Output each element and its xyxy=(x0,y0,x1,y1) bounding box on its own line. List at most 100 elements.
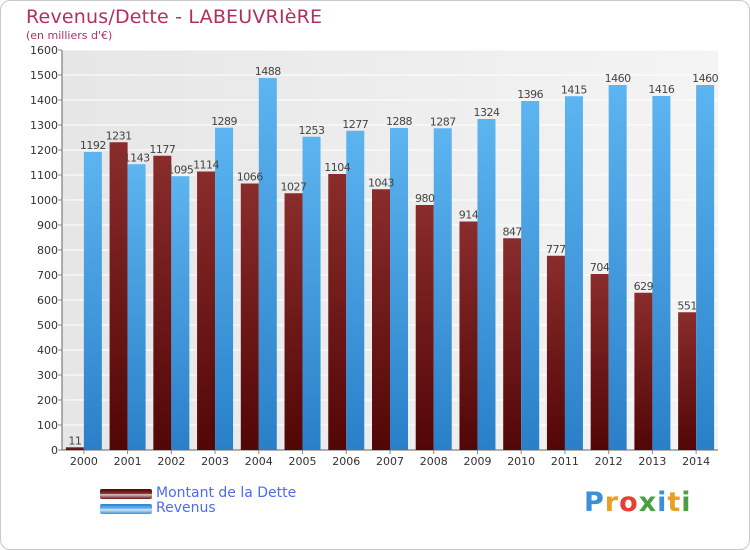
y-tick-label: 1300 xyxy=(30,119,58,132)
debt-value-label: 1231 xyxy=(106,129,132,142)
revenue-bar xyxy=(215,127,234,450)
y-tick-label: 1400 xyxy=(30,94,58,107)
y-tick-label: 800 xyxy=(37,244,58,257)
debt-bar xyxy=(240,183,259,450)
debt-value-label: 847 xyxy=(502,225,522,238)
revenue-value-label: 1324 xyxy=(473,106,499,119)
debt-bar xyxy=(415,205,434,450)
x-tick-label: 2008 xyxy=(420,455,448,468)
legend-swatch-dette xyxy=(100,489,152,499)
x-tick-label: 2014 xyxy=(682,455,710,468)
revenue-bar xyxy=(302,136,321,450)
debt-bar xyxy=(459,221,478,450)
debt-bar xyxy=(65,447,84,450)
y-tick-label: 600 xyxy=(37,294,58,307)
debt-value-label: 980 xyxy=(415,192,435,205)
revenue-bar xyxy=(258,78,277,450)
revenue-bar xyxy=(521,101,540,450)
legend-item-revenus: Revenus xyxy=(100,500,420,517)
y-tick-label: 1500 xyxy=(30,69,58,82)
logo-letter: o xyxy=(619,487,639,518)
y-tick-label: 1200 xyxy=(30,144,58,157)
legend-item-dette: Montant de la Dette xyxy=(100,485,420,502)
revenue-bar xyxy=(564,96,583,450)
y-tick-label: 1600 xyxy=(30,44,58,57)
revenue-value-label: 1488 xyxy=(255,65,281,78)
debt-bar xyxy=(503,238,522,450)
y-tick-label: 500 xyxy=(37,319,58,332)
y-tick-label: 1100 xyxy=(30,169,58,182)
revenue-bar xyxy=(433,128,452,450)
debt-bar xyxy=(678,312,697,450)
revenue-bar xyxy=(652,96,671,450)
debt-value-label: 1043 xyxy=(368,176,394,189)
logo-letter: x xyxy=(638,487,658,518)
debt-bar xyxy=(634,292,653,450)
x-tick-label: 2011 xyxy=(551,455,579,468)
legend-swatch-revenus xyxy=(100,504,152,514)
x-tick-label: 2003 xyxy=(201,455,229,468)
legend-label-dette: Montant de la Dette xyxy=(156,485,297,501)
debt-bar xyxy=(109,142,128,450)
debt-value-label: 777 xyxy=(546,243,566,256)
x-tick-label: 2009 xyxy=(463,455,491,468)
revenue-bar xyxy=(390,128,408,450)
x-tick-label: 2001 xyxy=(114,455,142,468)
revenue-value-label: 1192 xyxy=(80,139,106,152)
x-tick-label: 2010 xyxy=(507,455,535,468)
revenue-value-label: 1095 xyxy=(167,163,193,176)
debt-value-label: 629 xyxy=(634,280,654,293)
x-tick-label: 2007 xyxy=(376,455,404,468)
debt-value-label: 1066 xyxy=(237,171,263,184)
debt-value-label: 551 xyxy=(677,299,697,312)
revenue-bar xyxy=(127,164,146,450)
debt-bar xyxy=(328,174,347,450)
revenue-bar xyxy=(346,130,365,450)
debt-value-label: 1114 xyxy=(193,159,219,172)
logo-letter: r xyxy=(604,487,620,518)
debt-value-label: 11 xyxy=(68,434,81,447)
x-tick-label: 2012 xyxy=(595,455,623,468)
revenue-bar xyxy=(171,176,190,450)
revenue-bar xyxy=(477,119,496,450)
logo-letter: t xyxy=(667,487,682,518)
revenue-bar xyxy=(608,85,627,450)
revenue-value-label: 1416 xyxy=(648,83,674,96)
debt-value-label: 1027 xyxy=(281,180,307,193)
debt-value-label: 914 xyxy=(459,209,479,222)
y-tick-label: 300 xyxy=(37,369,58,382)
debt-value-label: 1177 xyxy=(149,143,175,156)
logo-letter: i xyxy=(681,487,692,518)
revenue-value-label: 1253 xyxy=(299,124,325,137)
x-tick-label: 2000 xyxy=(70,455,98,468)
debt-value-label: 704 xyxy=(590,261,610,274)
revenue-bar xyxy=(696,85,715,450)
debt-bar xyxy=(372,189,390,450)
y-tick-label: 0 xyxy=(51,444,58,457)
revenue-value-label: 1396 xyxy=(517,88,543,101)
debt-bar xyxy=(546,255,565,450)
x-tick-label: 2004 xyxy=(245,455,273,468)
chart-title: Revenus/Dette - LABEUVRIèRE xyxy=(26,6,323,28)
proxiti-logo: Proxiti xyxy=(584,487,692,518)
x-tick-label: 2006 xyxy=(332,455,360,468)
logo-letter: P xyxy=(584,487,605,518)
y-tick-label: 100 xyxy=(37,419,58,432)
debt-bar xyxy=(153,155,172,450)
chart-subtitle: (en milliers d'€) xyxy=(26,29,113,42)
legend-label-revenus: Revenus xyxy=(156,500,216,516)
revenue-value-label: 1415 xyxy=(561,83,587,96)
y-tick-label: 400 xyxy=(37,344,58,357)
revenue-value-label: 1143 xyxy=(124,151,150,164)
y-tick-label: 200 xyxy=(37,394,58,407)
y-tick-label: 1000 xyxy=(30,194,58,207)
debt-bar xyxy=(590,274,609,450)
x-tick-label: 2002 xyxy=(157,455,185,468)
x-tick-label: 2005 xyxy=(289,455,317,468)
logo-letter: i xyxy=(657,487,668,518)
y-tick-label: 700 xyxy=(37,269,58,282)
debt-value-label: 1104 xyxy=(324,161,350,174)
revenue-value-label: 1288 xyxy=(386,115,412,128)
y-tick-label: 900 xyxy=(37,219,58,232)
